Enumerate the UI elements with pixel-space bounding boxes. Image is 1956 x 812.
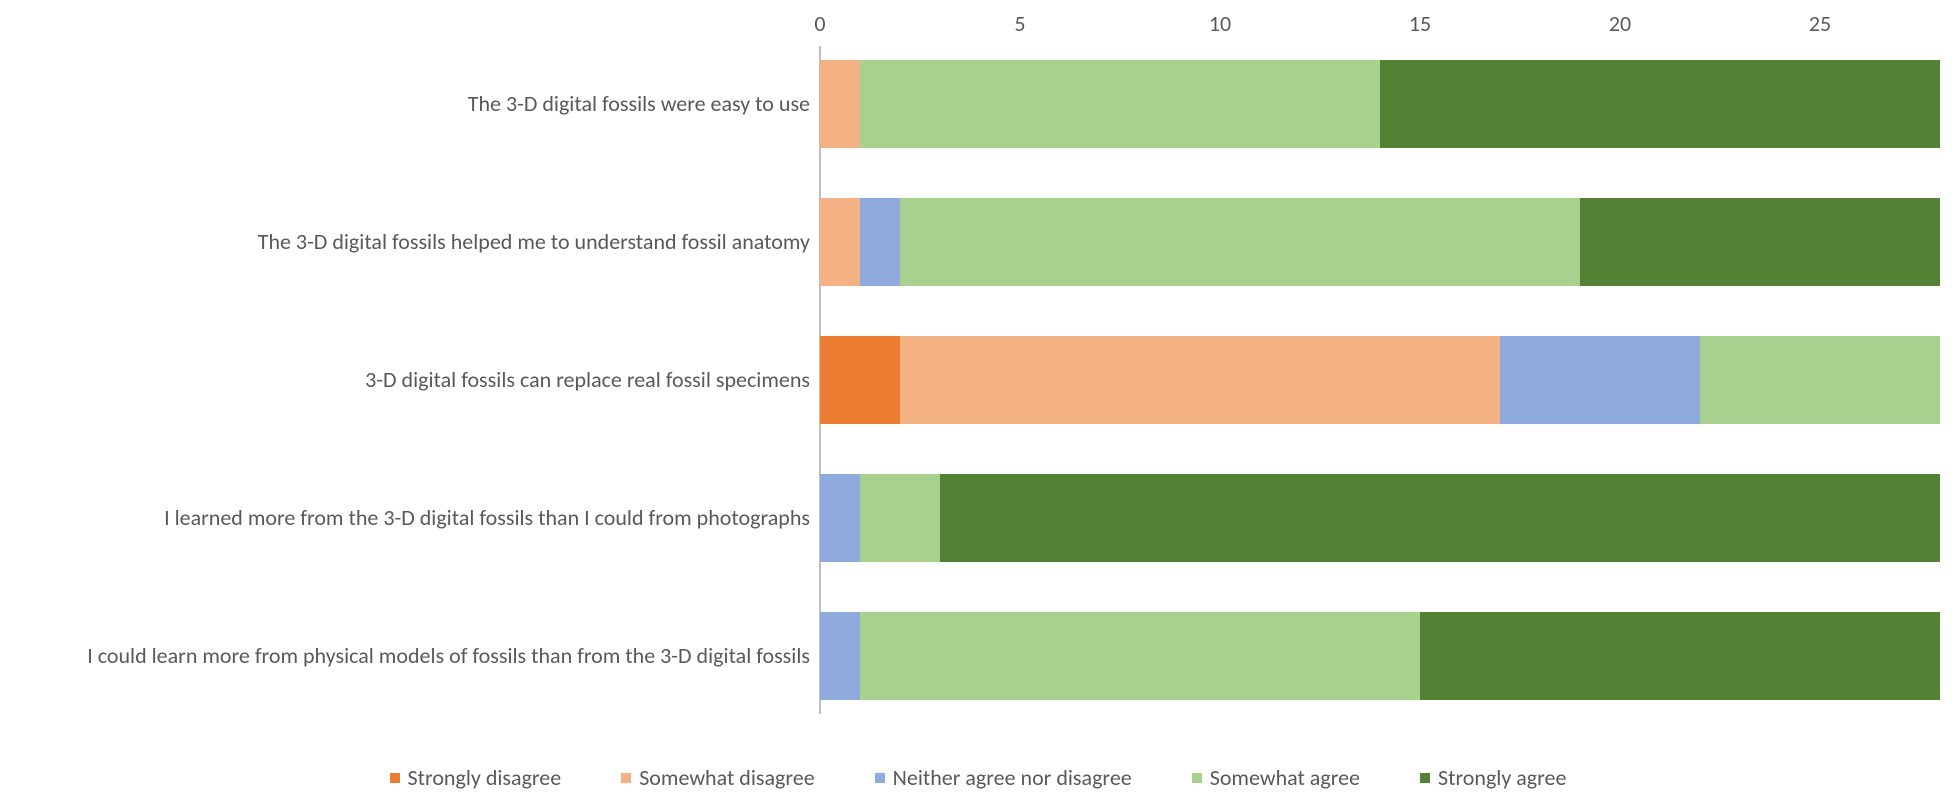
bar-segment-somewhat-disagree [900, 336, 1500, 424]
x-axis: 0 5 10 15 20 25 [0, 10, 1956, 46]
bar-segment-strongly-agree [1580, 198, 1940, 286]
legend-label: Somewhat agree [1210, 764, 1360, 791]
legend-label: Neither agree nor disagree [893, 764, 1132, 791]
x-tick-label: 10 [1209, 10, 1231, 37]
bar-segment-strongly-agree [940, 474, 1940, 562]
chart-row: I could learn more from physical models … [0, 612, 1956, 700]
legend-label: Strongly agree [1438, 764, 1566, 791]
x-tick-label: 0 [814, 10, 825, 37]
chart-row: I learned more from the 3-D digital foss… [0, 474, 1956, 562]
legend-label: Strongly disagree [408, 764, 562, 791]
bar-segment-somewhat-agree [860, 60, 1380, 148]
legend-swatch [875, 773, 885, 783]
x-tick-label: 20 [1609, 10, 1631, 37]
x-tick-label: 25 [1809, 10, 1831, 37]
legend-swatch [390, 773, 400, 783]
category-label: I learned more from the 3-D digital foss… [0, 504, 820, 532]
legend-label: Somewhat disagree [639, 764, 814, 791]
bar-track [820, 474, 1940, 562]
bar-segment-somewhat-agree [860, 474, 940, 562]
legend-swatch [621, 773, 631, 783]
bar-segment-neither [1500, 336, 1700, 424]
legend-item-strongly-agree: Strongly agree [1420, 764, 1566, 791]
chart-row: The 3-D digital fossils helped me to und… [0, 198, 1956, 286]
bar-segment-somewhat-disagree [820, 60, 860, 148]
chart-row: The 3-D digital fossils were easy to use [0, 60, 1956, 148]
bar-track [820, 612, 1940, 700]
legend-item-neither: Neither agree nor disagree [875, 764, 1132, 791]
bar-segment-strongly-agree [1420, 612, 1940, 700]
category-label: I could learn more from physical models … [0, 642, 820, 670]
legend-item-somewhat-disagree: Somewhat disagree [621, 764, 814, 791]
chart-row: 3-D digital fossils can replace real fos… [0, 336, 1956, 424]
bar-segment-somewhat-agree [900, 198, 1580, 286]
bar-track [820, 60, 1940, 148]
category-label: The 3-D digital fossils were easy to use [0, 90, 820, 118]
bar-segment-strongly-agree [1380, 60, 1940, 148]
bar-segment-neither [820, 474, 860, 562]
legend-swatch [1420, 773, 1430, 783]
x-tick-label: 5 [1014, 10, 1025, 37]
legend-swatch [1192, 773, 1202, 783]
bar-segment-somewhat-disagree [820, 198, 860, 286]
bar-segment-strongly-disagree [820, 336, 900, 424]
legend: Strongly disagree Somewhat disagree Neithe… [0, 764, 1956, 791]
category-label: The 3-D digital fossils helped me to und… [0, 228, 820, 256]
survey-stacked-bar-chart: 0 5 10 15 20 25 The 3-D digital fossils were e… [0, 0, 1956, 812]
bar-segment-somewhat-agree [1700, 336, 1940, 424]
category-label: 3-D digital fossils can replace real fos… [0, 366, 820, 394]
bar-track [820, 198, 1940, 286]
x-tick-label: 15 [1409, 10, 1431, 37]
bar-segment-neither [820, 612, 860, 700]
bar-segment-somewhat-agree [860, 612, 1420, 700]
legend-item-somewhat-agree: Somewhat agree [1192, 764, 1360, 791]
bar-track [820, 336, 1940, 424]
bar-segment-neither [860, 198, 900, 286]
legend-item-strongly-disagree: Strongly disagree [390, 764, 562, 791]
